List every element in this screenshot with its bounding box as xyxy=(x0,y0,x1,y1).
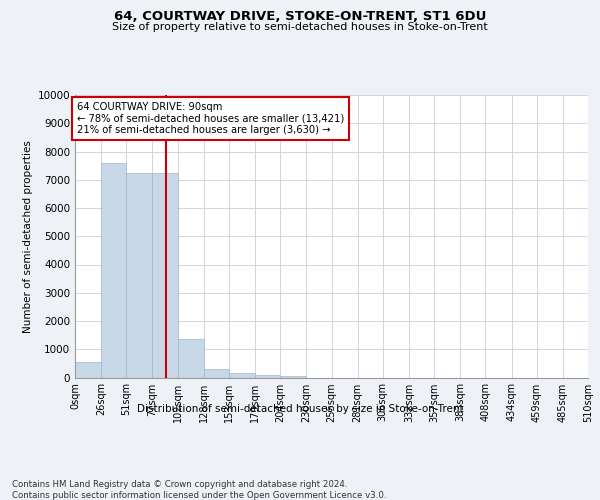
Bar xyxy=(152,172,178,378)
Y-axis label: Number of semi-detached properties: Number of semi-detached properties xyxy=(23,140,34,332)
Bar xyxy=(75,362,101,378)
Bar xyxy=(255,374,280,378)
Text: 64 COURTWAY DRIVE: 90sqm
← 78% of semi-detached houses are smaller (13,421)
21% : 64 COURTWAY DRIVE: 90sqm ← 78% of semi-d… xyxy=(77,102,344,136)
Text: Contains HM Land Registry data © Crown copyright and database right 2024.
Contai: Contains HM Land Registry data © Crown c… xyxy=(12,480,386,500)
Bar xyxy=(204,368,229,378)
Text: Distribution of semi-detached houses by size in Stoke-on-Trent: Distribution of semi-detached houses by … xyxy=(137,404,463,414)
Bar xyxy=(280,376,307,378)
Bar xyxy=(229,374,255,378)
Bar xyxy=(178,340,204,378)
Text: Size of property relative to semi-detached houses in Stoke-on-Trent: Size of property relative to semi-detach… xyxy=(112,22,488,32)
Bar xyxy=(101,163,127,378)
Bar xyxy=(127,172,152,378)
Text: 64, COURTWAY DRIVE, STOKE-ON-TRENT, ST1 6DU: 64, COURTWAY DRIVE, STOKE-ON-TRENT, ST1 … xyxy=(114,10,486,23)
